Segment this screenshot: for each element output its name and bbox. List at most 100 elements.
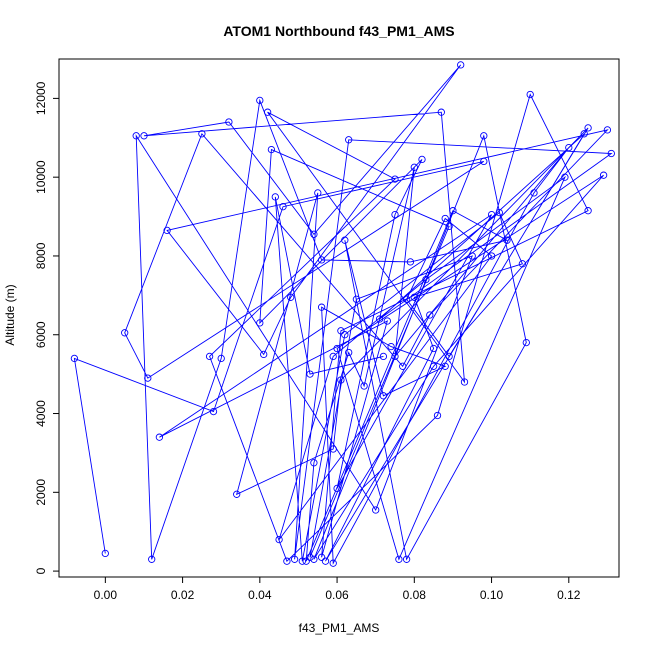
data-point <box>480 157 488 166</box>
data-point <box>391 210 399 219</box>
data-point <box>333 344 341 353</box>
data-point <box>148 555 156 563</box>
data-point <box>314 189 322 197</box>
x-tick-label: 0.02 <box>171 588 195 602</box>
data-point <box>399 362 407 370</box>
data-point <box>375 315 384 323</box>
y-axis: 0 2000 4000 6000 8000 10000 12000 <box>34 81 60 574</box>
data-point <box>580 130 588 138</box>
data-point <box>256 319 264 327</box>
series-layer <box>70 61 615 567</box>
data-point <box>383 317 391 325</box>
data-point <box>329 559 337 567</box>
data-point <box>217 354 225 363</box>
data-point <box>101 549 109 558</box>
data-point <box>402 555 411 563</box>
data-point <box>468 252 476 260</box>
data-point <box>317 553 326 561</box>
data-point <box>341 236 349 244</box>
data-point <box>391 175 399 183</box>
data-point <box>422 275 430 284</box>
data-point <box>256 96 264 105</box>
data-point <box>352 295 361 303</box>
x-tick-label: 0.06 <box>325 588 349 602</box>
data-point <box>530 189 538 197</box>
data-point <box>271 193 279 201</box>
x-tick-label: 0.04 <box>248 588 272 602</box>
data-point <box>290 555 299 563</box>
data-point <box>310 459 318 467</box>
data-point <box>333 484 341 493</box>
y-axis-label: Altitude (m) <box>3 284 17 345</box>
x-tick-label: 0.12 <box>557 588 581 602</box>
x-tick-label: 0.10 <box>480 588 504 602</box>
data-point <box>410 293 418 301</box>
data-point <box>263 108 272 116</box>
data-point <box>429 362 438 370</box>
data-point <box>287 293 295 301</box>
data-point <box>233 490 241 498</box>
data-point <box>410 163 418 171</box>
data-point <box>379 352 388 361</box>
data-point <box>267 145 276 154</box>
data-point <box>433 411 442 420</box>
data-point <box>372 506 380 514</box>
data-point <box>584 207 592 215</box>
data-point <box>429 344 438 353</box>
data-point <box>205 352 214 361</box>
y-tick-label: 2000 <box>34 479 48 506</box>
data-point <box>603 126 612 134</box>
data-point <box>460 378 469 386</box>
x-axis-label: f43_PM1_AMS <box>299 621 380 635</box>
data-point <box>163 226 171 235</box>
data-point <box>132 132 140 140</box>
data-point <box>144 374 152 382</box>
x-tick-label: 0.00 <box>94 588 118 602</box>
y-tick-label: 4000 <box>34 400 48 427</box>
data-point <box>561 173 569 181</box>
y-tick-label: 12000 <box>34 81 48 115</box>
data-point <box>345 136 353 144</box>
data-point <box>406 258 415 266</box>
data-point <box>526 90 534 99</box>
data-point <box>275 535 283 544</box>
data-point <box>329 445 337 453</box>
data-point <box>402 295 411 303</box>
data-point <box>387 342 395 351</box>
data-point <box>337 327 345 335</box>
x-axis: 0.00 0.02 0.04 0.06 0.08 0.10 0.12 <box>94 576 581 602</box>
data-point <box>391 352 399 361</box>
data-point <box>445 352 453 361</box>
data-point <box>445 222 453 231</box>
data-point <box>480 132 488 140</box>
data-point <box>310 555 318 563</box>
data-point <box>279 203 287 211</box>
data-point <box>198 130 206 138</box>
data-point <box>437 108 445 116</box>
data-point <box>599 171 608 179</box>
data-point <box>607 149 615 158</box>
data-point <box>495 208 503 217</box>
data-point <box>487 210 496 219</box>
data-point <box>298 557 306 565</box>
data-point <box>155 433 164 441</box>
data-point <box>441 362 449 370</box>
data-point <box>329 352 337 361</box>
data-point <box>487 252 496 260</box>
data-point <box>565 143 573 152</box>
data-point <box>321 557 330 565</box>
data-point <box>310 230 318 238</box>
data-point <box>209 407 218 416</box>
data-point <box>441 214 449 223</box>
data-point <box>121 329 129 337</box>
data-point <box>360 382 368 390</box>
data-point <box>503 236 511 244</box>
data-point <box>306 370 314 378</box>
data-point <box>584 124 592 132</box>
data-point <box>260 350 268 359</box>
data-point <box>70 354 79 363</box>
data-point <box>337 376 345 384</box>
data-point <box>283 557 291 565</box>
data-point <box>317 303 326 311</box>
